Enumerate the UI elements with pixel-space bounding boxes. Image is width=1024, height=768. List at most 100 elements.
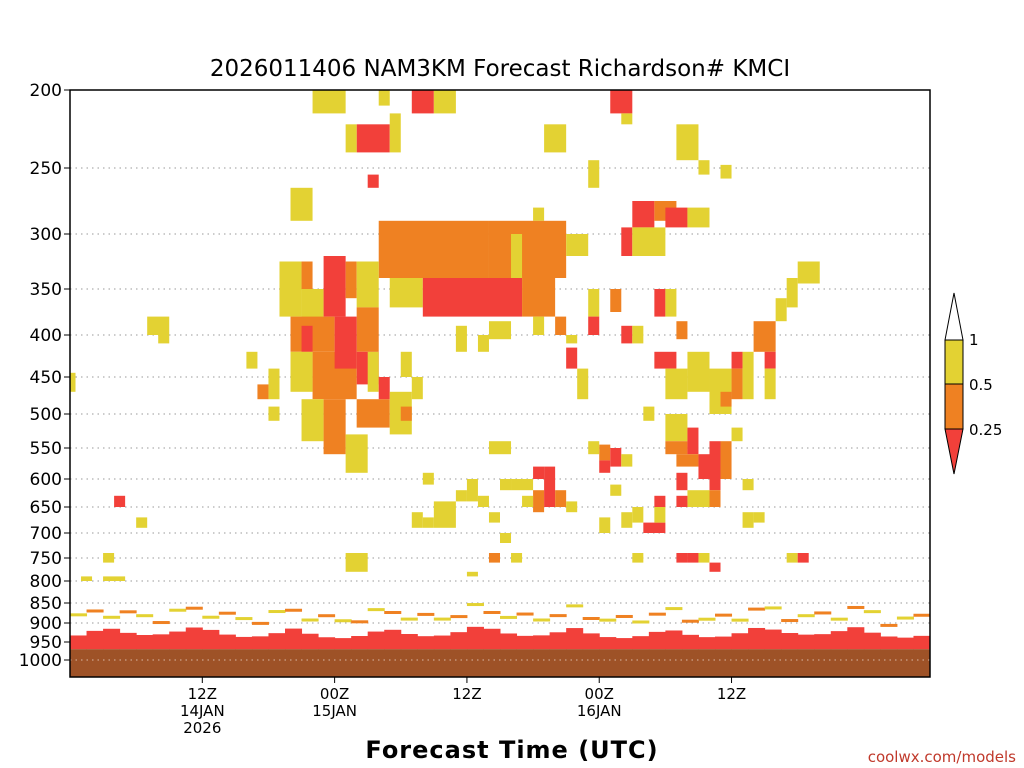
heatmap-cell <box>698 553 710 563</box>
boundary-layer-cell <box>748 627 766 650</box>
heatmap-cell <box>764 351 776 369</box>
heatmap-cell <box>500 479 512 491</box>
legend-swatch-top <box>944 292 964 341</box>
heatmap-cell <box>400 351 412 377</box>
heatmap-cell <box>577 368 589 400</box>
heatmap-cell <box>345 434 368 473</box>
boundary-layer-cell <box>450 632 468 650</box>
boundary-layer-stripe <box>715 613 733 617</box>
heatmap-cell <box>665 441 688 455</box>
boundary-layer-stripe <box>797 614 815 618</box>
boundary-layer-cell <box>863 632 881 650</box>
heatmap-cell <box>632 201 655 228</box>
boundary-layer-cell <box>185 627 203 650</box>
heatmap-cell <box>378 90 390 106</box>
boundary-layer-stripe <box>466 603 484 607</box>
heatmap-cell <box>687 207 710 228</box>
heatmap-cell <box>378 377 390 400</box>
boundary-layer-cell <box>466 626 484 650</box>
heatmap-cell <box>665 207 688 228</box>
heatmap-cell <box>488 441 512 455</box>
boundary-layer-stripe <box>351 620 369 624</box>
boundary-layer-stripe <box>533 618 551 622</box>
x-tick-label: 14JAN <box>180 702 225 720</box>
heatmap-cell <box>731 368 743 400</box>
boundary-layer-cell <box>334 638 352 650</box>
legend-label: 0.25 <box>969 421 1002 439</box>
heatmap-cell <box>676 553 688 563</box>
heatmap-cell <box>323 399 346 455</box>
heatmap-cell <box>500 533 512 543</box>
boundary-layer-stripe <box>119 610 137 614</box>
heatmap-cell <box>279 261 302 317</box>
boundary-layer-cell <box>913 635 931 650</box>
boundary-layer-stripe <box>103 615 121 619</box>
heatmap-cell <box>643 522 666 533</box>
boundary-layer-stripe <box>648 612 666 616</box>
boundary-layer-cell <box>880 636 898 650</box>
heatmap-cell <box>301 289 324 322</box>
heatmap-cell <box>356 124 390 153</box>
boundary-layer-cell <box>797 634 815 650</box>
heatmap-cell <box>488 220 567 278</box>
boundary-layer-stripe <box>500 615 518 619</box>
heatmap-cell <box>720 441 732 479</box>
heatmap-cell <box>103 553 115 563</box>
heatmap-cell <box>786 278 798 308</box>
boundary-layer-stripe <box>731 618 749 622</box>
ground-band <box>70 649 930 677</box>
heatmap-cell <box>566 347 578 369</box>
heatmap-cell <box>632 325 644 344</box>
heatmap-cells <box>70 90 820 581</box>
y-tick-label: 550 <box>30 439 62 459</box>
heatmap-cell <box>544 466 556 507</box>
heatmap-cell <box>533 207 545 221</box>
boundary-layer-cell <box>301 633 319 650</box>
boundary-layer-cell <box>599 637 617 650</box>
boundary-layer-stripe <box>665 607 683 611</box>
y-axis-ticks: 200 250 300 350 400 450 500 550 600 650 700 750 8008… <box>19 81 70 671</box>
heatmap-cell <box>632 227 666 256</box>
heatmap-cell <box>323 256 346 317</box>
heatmap-cell <box>731 351 743 369</box>
boundary-layer-stripe <box>483 610 501 614</box>
heatmap-cell <box>312 90 346 114</box>
y-tick-label: 700 <box>30 524 62 544</box>
boundary-layer-stripe <box>830 617 848 621</box>
boundary-layer-cell <box>896 637 914 650</box>
boundary-layer-cell <box>218 634 236 650</box>
boundary-layer-cell <box>103 628 121 650</box>
y-tick-label: 500 <box>30 405 62 425</box>
heatmap-cell <box>455 325 467 352</box>
heatmap-cell <box>477 495 489 507</box>
heatmap-cell <box>621 113 633 125</box>
y-tick-label: 400 <box>30 326 62 346</box>
legend-label: 1 <box>969 331 979 349</box>
boundary-layer-stripe <box>86 609 104 613</box>
heatmap-cell <box>81 576 93 581</box>
heatmap-cell <box>709 562 721 572</box>
boundary-layer-stripe <box>863 610 881 614</box>
heatmap-cell <box>555 490 567 507</box>
heatmap-cell <box>334 316 357 369</box>
heatmap-cell <box>709 368 732 414</box>
boundary-layer-cell <box>533 635 551 650</box>
heatmap-cell <box>301 261 313 289</box>
heatmap-cell <box>687 553 699 563</box>
boundary-layer-stripe <box>599 618 617 622</box>
heatmap-cell <box>621 512 633 528</box>
y-tick-label: 750 <box>30 549 62 569</box>
boundary-layer-cell <box>648 631 666 650</box>
y-tick-label: 300 <box>30 225 62 245</box>
heatmap-cell <box>599 517 611 533</box>
boundary-layer-cell <box>715 636 733 650</box>
boundary-layer-stripe <box>681 619 699 623</box>
x-tick-label: 00Z <box>585 685 614 703</box>
heatmap-cell <box>533 466 545 479</box>
heatmap-cell <box>433 90 456 114</box>
boundary-layer-stripe <box>136 614 154 618</box>
x-axis-label: Forecast Time (UTC) <box>365 736 658 764</box>
heatmap-cell <box>632 507 644 523</box>
y-tick-label: 250 <box>30 159 62 179</box>
